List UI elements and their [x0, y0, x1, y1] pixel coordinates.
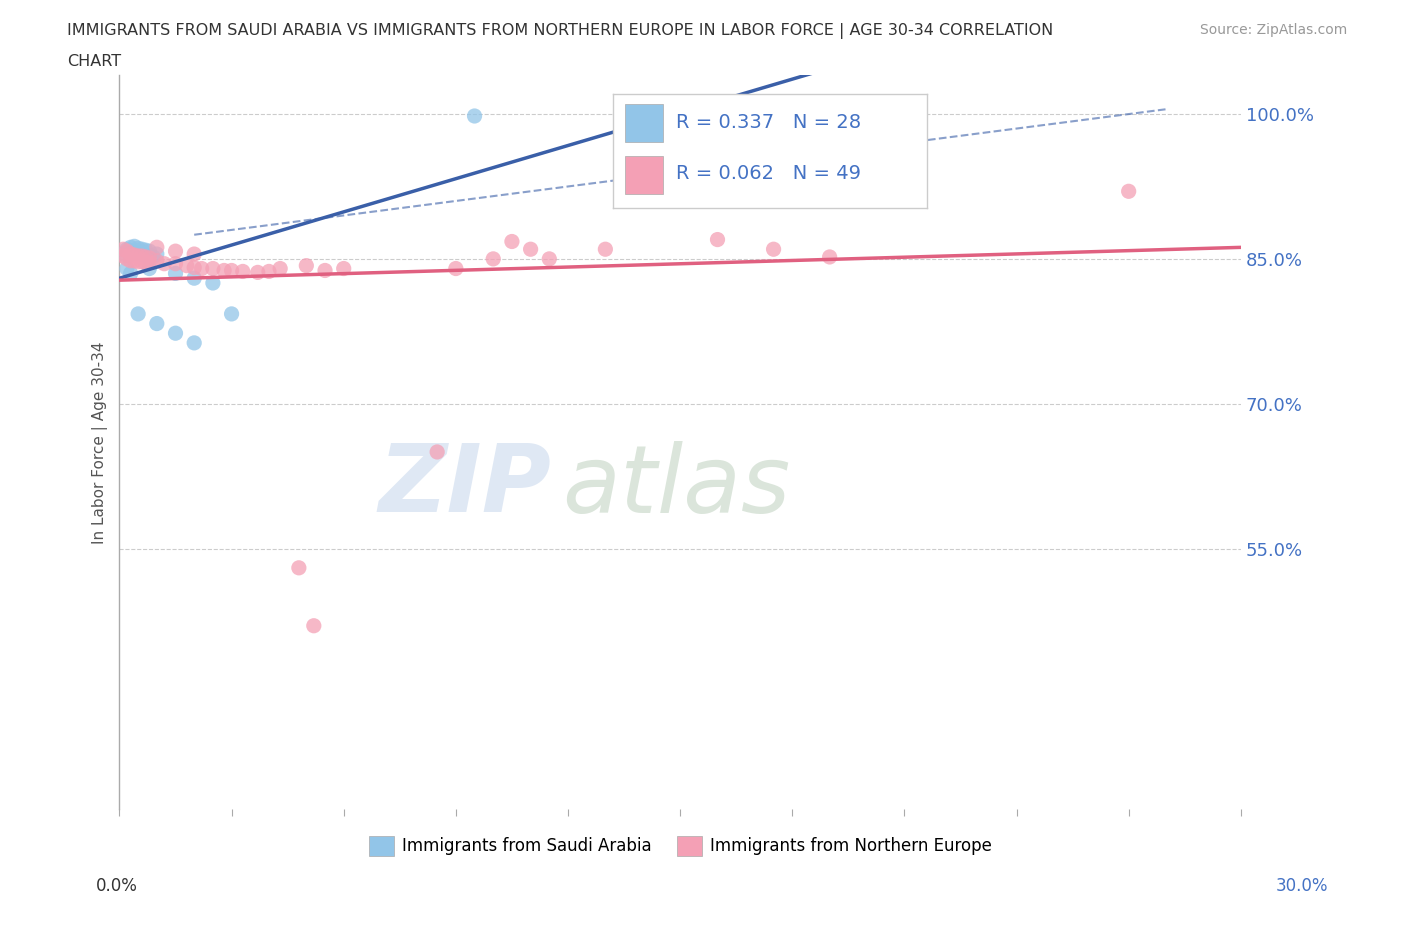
Point: [138, 261, 160, 276]
Point: [650, 189, 672, 204]
Point: [138, 256, 160, 271]
Point: [257, 264, 280, 279]
Text: atlas: atlas: [562, 441, 790, 532]
Point: [120, 246, 142, 261]
Point: [115, 261, 138, 276]
Point: [314, 263, 336, 278]
Text: 30.0%: 30.0%: [1277, 877, 1329, 895]
Point: [120, 240, 142, 255]
Point: [482, 251, 505, 266]
Point: [302, 618, 325, 633]
Text: 0.0%: 0.0%: [96, 877, 138, 895]
Point: [444, 261, 467, 276]
Point: [706, 232, 728, 247]
Point: [124, 244, 146, 259]
Point: [127, 248, 149, 263]
Point: [127, 246, 149, 260]
Point: [201, 275, 224, 290]
Point: [112, 242, 135, 257]
Point: [112, 246, 135, 261]
Point: [127, 307, 149, 322]
Point: [120, 266, 142, 281]
Point: [269, 261, 291, 276]
Point: [232, 264, 254, 279]
Point: [131, 242, 153, 257]
Point: [135, 243, 157, 258]
Point: [146, 316, 169, 331]
Point: [332, 261, 354, 276]
Point: [464, 109, 486, 124]
Point: [165, 326, 187, 340]
Point: [501, 234, 523, 249]
Point: [138, 244, 160, 259]
Point: [176, 259, 198, 273]
Text: IMMIGRANTS FROM SAUDI ARABIA VS IMMIGRANTS FROM NORTHERN EUROPE IN LABOR FORCE |: IMMIGRANTS FROM SAUDI ARABIA VS IMMIGRAN…: [67, 23, 1053, 39]
Point: [124, 247, 146, 262]
Point: [762, 242, 785, 257]
Point: [595, 242, 617, 257]
Point: [183, 246, 205, 261]
Point: [295, 259, 318, 273]
Point: [146, 240, 169, 255]
Point: [138, 250, 160, 265]
Point: [818, 249, 841, 264]
Y-axis label: In Labor Force | Age 30-34: In Labor Force | Age 30-34: [93, 341, 108, 543]
Point: [138, 248, 160, 263]
Point: [221, 263, 243, 278]
Point: [131, 246, 153, 261]
Point: [165, 244, 187, 259]
Point: [519, 242, 541, 257]
Point: [165, 257, 187, 272]
Point: [212, 263, 235, 278]
Legend: Immigrants from Saudi Arabia, Immigrants from Northern Europe: Immigrants from Saudi Arabia, Immigrants…: [368, 835, 991, 856]
Point: [1118, 184, 1140, 199]
Point: [165, 266, 187, 281]
Point: [190, 261, 212, 276]
Point: [115, 251, 138, 266]
Point: [146, 246, 169, 261]
Point: [426, 445, 449, 459]
Point: [221, 307, 243, 322]
Text: CHART: CHART: [67, 54, 121, 69]
Point: [120, 246, 142, 261]
Point: [127, 254, 149, 269]
Point: [131, 254, 153, 269]
Point: [135, 256, 157, 271]
Point: [538, 251, 561, 266]
Point: [153, 257, 176, 272]
Point: [246, 265, 269, 280]
Point: [135, 247, 157, 262]
Point: [142, 249, 165, 264]
Point: [201, 261, 224, 276]
Point: [146, 253, 169, 268]
Point: [127, 241, 149, 256]
Point: [115, 242, 138, 257]
Point: [120, 253, 142, 268]
Point: [115, 244, 138, 259]
Point: [183, 271, 205, 286]
Text: Source: ZipAtlas.com: Source: ZipAtlas.com: [1199, 23, 1347, 37]
Point: [183, 336, 205, 351]
Point: [124, 239, 146, 254]
Point: [131, 248, 153, 263]
Point: [183, 260, 205, 275]
Text: ZIP: ZIP: [378, 440, 551, 532]
Point: [124, 253, 146, 268]
Point: [112, 248, 135, 263]
Point: [288, 561, 311, 576]
Point: [135, 249, 157, 264]
